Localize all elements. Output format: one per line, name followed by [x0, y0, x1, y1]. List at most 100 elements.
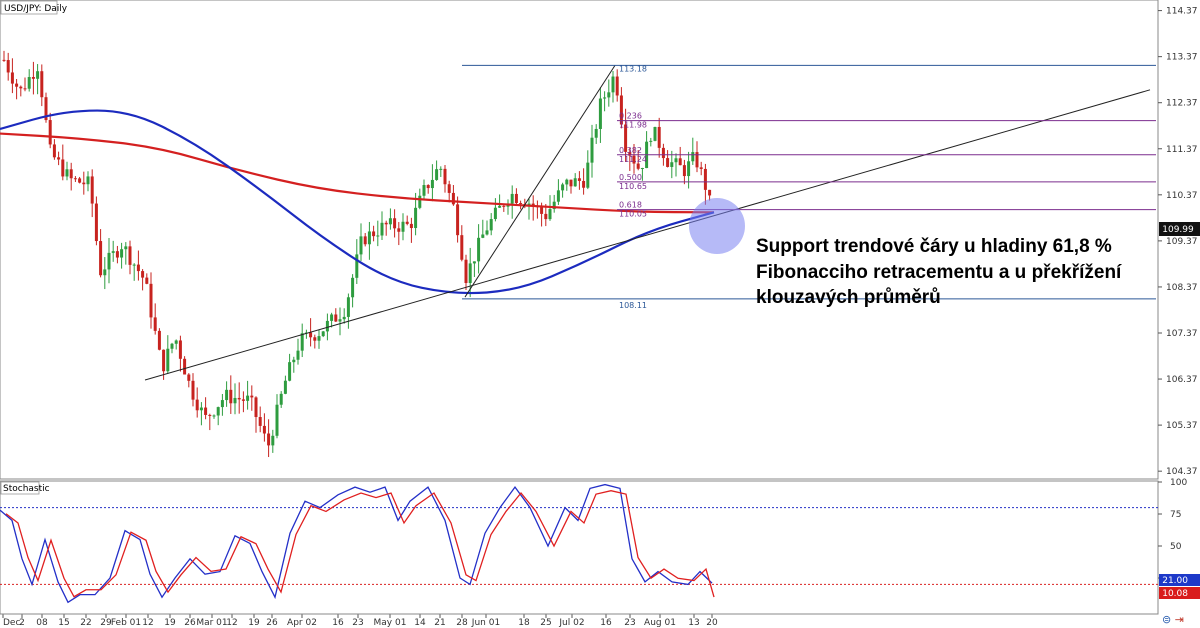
candle-body — [439, 168, 443, 170]
candle-body — [132, 264, 136, 266]
candle-body — [628, 151, 632, 156]
stoch-d-badge — [1159, 587, 1200, 599]
candle-body — [262, 425, 266, 434]
x-tick-label: 2 — [19, 618, 25, 628]
candle-body — [674, 158, 678, 163]
candle-body — [456, 204, 460, 236]
candle-body — [19, 86, 23, 89]
x-tick-label: 13 — [688, 618, 699, 628]
candle-body — [607, 92, 611, 98]
candle-body — [23, 88, 27, 90]
candle-body — [577, 178, 581, 181]
candle-body — [246, 395, 250, 401]
fib-price-label: 110.05 — [619, 210, 647, 219]
candle-body — [384, 222, 388, 225]
candle-body — [271, 435, 275, 446]
candle-body — [115, 251, 119, 258]
candle-body — [640, 168, 644, 170]
candle-body — [136, 264, 140, 272]
candle-body — [363, 236, 367, 245]
candle-body — [598, 98, 602, 129]
candle-body — [401, 221, 405, 232]
x-tick-label: 14 — [414, 618, 426, 628]
candle-body — [695, 152, 699, 168]
y-tick-label: 105.37 — [1166, 421, 1198, 431]
y-tick-label: 114.37 — [1166, 7, 1198, 17]
y-tick-label: 113.37 — [1166, 53, 1198, 63]
candle-body — [267, 433, 271, 446]
x-tick-label: Jun 01 — [471, 618, 500, 628]
fib-ratio-label: 0.500 — [619, 173, 642, 182]
candle-body — [376, 235, 380, 237]
candle-body — [78, 178, 82, 183]
candle-body — [615, 76, 619, 96]
stoch-k-badge — [1159, 574, 1200, 586]
candle-body — [330, 314, 334, 321]
candle-body — [342, 316, 346, 320]
candle-body — [111, 251, 115, 253]
candle-body — [708, 189, 712, 196]
candle-body — [107, 252, 111, 270]
candle-body — [367, 231, 371, 245]
candle-body — [40, 71, 44, 98]
candle-body — [699, 167, 703, 169]
candle-body — [422, 185, 426, 196]
candle-body — [603, 97, 607, 99]
stoch-k-label: 21.00 — [1162, 576, 1188, 586]
stoch-tick-label: 75 — [1170, 510, 1181, 520]
candle-body — [443, 168, 447, 185]
candle-body — [632, 155, 636, 164]
candle-body — [250, 395, 254, 398]
candle-body — [502, 205, 506, 207]
candle-body — [666, 158, 670, 167]
x-tick-label: Dec — [3, 618, 20, 628]
candle-body — [649, 140, 653, 142]
candle-body — [493, 207, 497, 220]
candle-body — [162, 349, 166, 372]
x-tick-label: 18 — [518, 618, 530, 628]
candle-body — [103, 269, 107, 276]
candle-body — [548, 209, 552, 220]
candle-body — [52, 144, 56, 158]
candle-body — [82, 182, 86, 185]
x-tick-label: 08 — [36, 618, 48, 628]
annotation-line-3: klouzavých průměrů — [756, 287, 941, 308]
candle-body — [435, 169, 439, 180]
x-tick-label: 29 — [100, 618, 112, 628]
candle-body — [174, 340, 178, 344]
candle-body — [678, 158, 682, 166]
candle-body — [90, 176, 94, 204]
y-tick-label: 109.37 — [1166, 237, 1198, 247]
candle-body — [61, 159, 65, 177]
candle-body — [468, 263, 472, 283]
arrow-right-icon[interactable]: ⇥ — [1174, 613, 1184, 626]
candle-body — [86, 176, 90, 185]
candle-body — [355, 254, 359, 278]
x-tick-label: 26 — [266, 618, 278, 628]
last-price-badge — [1159, 222, 1200, 236]
x-tick-label: 12 — [142, 618, 153, 628]
candle-body — [586, 162, 590, 188]
candle-body — [552, 201, 556, 210]
candle-body — [393, 218, 397, 229]
candle-body — [451, 192, 455, 205]
chart-title: USD/JPY: Daily — [4, 4, 68, 14]
link-icon[interactable]: ⊜ — [1162, 613, 1172, 626]
x-tick-label: 20 — [706, 618, 718, 628]
candle-body — [296, 350, 300, 360]
candle-body — [166, 348, 170, 372]
candle-body — [187, 374, 191, 381]
axes-layer: 114.37 113.37 112.37 111.37 110.37 109.37 108.… — [0, 7, 1198, 628]
candle-body — [2, 59, 6, 61]
x-tick-label: 25 — [540, 618, 551, 628]
candle-body — [57, 157, 61, 160]
annotation-line-2: Fibonacciho retracementu a u překřížení — [756, 262, 1122, 283]
stoch-d-line — [5, 490, 715, 598]
candle-body — [6, 60, 10, 73]
candle-body — [573, 178, 577, 187]
x-tick-label: 21 — [434, 618, 445, 628]
candle-body — [300, 333, 304, 351]
candle-body — [44, 97, 48, 121]
candle-body — [624, 124, 628, 152]
candle-body — [653, 126, 657, 141]
